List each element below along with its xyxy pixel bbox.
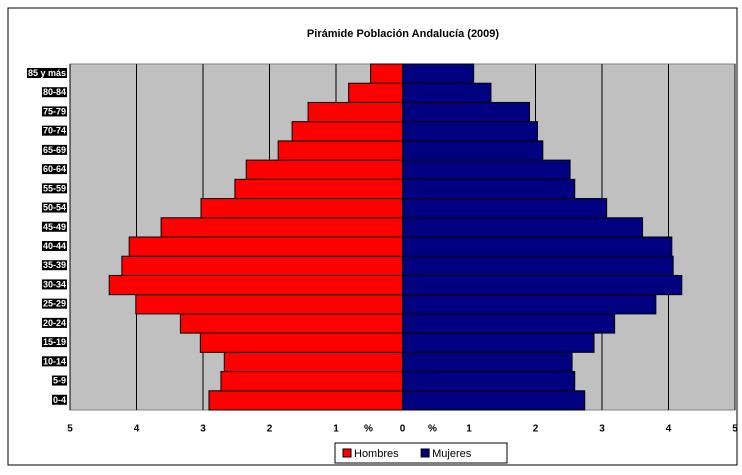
bar (402, 274, 683, 296)
bar (402, 121, 538, 142)
bar (402, 101, 531, 123)
x-tick-label: 4 (666, 424, 672, 435)
x-tick-label: 4 (134, 424, 140, 435)
y-tick-label-bg (41, 202, 67, 213)
y-tick-label: 15-19 (43, 337, 66, 347)
bar (402, 236, 673, 257)
y-tick-label: 20-24 (43, 318, 66, 328)
y-tick-label: 30-34 (43, 279, 66, 289)
x-tick-label: 1 (333, 424, 339, 435)
bar (200, 198, 403, 219)
y-tick-label: 35-39 (43, 260, 66, 270)
y-tick-label: 10-14 (43, 356, 66, 366)
bar (208, 390, 403, 411)
bar (179, 313, 403, 334)
y-tick-label-bg (41, 298, 67, 309)
y-tick-label-bg (41, 240, 67, 251)
y-tick-label: 60-64 (43, 164, 66, 174)
bar (402, 159, 571, 180)
bar (199, 332, 403, 353)
bar (402, 255, 674, 276)
y-tick-label-bg (41, 106, 67, 117)
bar (402, 351, 573, 373)
bar (402, 294, 657, 315)
y-tick-label: 40-44 (43, 241, 66, 251)
x-axis-label: % (364, 424, 373, 435)
bar (370, 63, 403, 84)
bar (220, 371, 403, 392)
y-tick-label-bg (41, 356, 67, 367)
bar (291, 121, 403, 142)
bar (402, 390, 586, 411)
y-tick-label-bg (41, 125, 67, 136)
bar (277, 140, 403, 161)
y-tick-label-bg (41, 87, 67, 98)
x-tick-label: 0 (400, 424, 406, 435)
y-tick-label: 75-79 (43, 106, 66, 116)
x-tick-label: 3 (200, 424, 206, 435)
x-tick-label: 5 (732, 424, 738, 435)
bar (121, 255, 404, 276)
chart-title: Pirámide Población Andalucía (2009) (307, 28, 499, 40)
legend-swatch (342, 448, 352, 458)
y-tick-label-bg (41, 260, 67, 271)
x-tick-label: 2 (533, 424, 539, 435)
y-tick-label: 5-9 (53, 376, 66, 386)
bar (234, 178, 403, 200)
bar (348, 82, 404, 103)
y-tick-label-bg (41, 144, 67, 155)
y-tick-label-bg (41, 221, 67, 232)
bar (402, 198, 608, 219)
bar (402, 332, 595, 353)
bar (402, 178, 576, 200)
y-tick-label: 65-69 (43, 145, 66, 155)
y-tick-label-bg (26, 67, 67, 78)
y-tick-label: 80-84 (43, 87, 66, 97)
bar (402, 82, 492, 103)
bar (402, 63, 475, 84)
y-tick-label: 45-49 (43, 222, 66, 232)
bar (245, 159, 403, 180)
x-axis-label: % (428, 424, 437, 435)
legend-label: Mujeres (432, 448, 472, 460)
x-tick-label: 3 (599, 424, 605, 435)
y-tick-label-bg (41, 279, 67, 290)
y-tick-label: 50-54 (43, 203, 66, 213)
bar (402, 313, 616, 334)
x-tick-label: 2 (267, 424, 273, 435)
x-tick-label: 1 (466, 424, 472, 435)
y-tick-label-bg (41, 317, 67, 328)
bar (128, 236, 403, 257)
bar (223, 351, 403, 373)
x-tick-label: 5 (67, 424, 73, 435)
bar (108, 274, 404, 296)
bar (307, 101, 404, 123)
y-tick-label-bg (41, 337, 67, 348)
bar (160, 217, 403, 238)
y-tick-label: 70-74 (43, 126, 66, 136)
bar (402, 140, 544, 161)
bar (402, 371, 576, 392)
legend-swatch (420, 448, 430, 458)
y-tick-label-bg (51, 375, 67, 386)
y-tick-label: 25-29 (43, 299, 66, 309)
y-tick-label-bg (41, 183, 67, 194)
y-tick-label-bg (51, 394, 67, 405)
y-tick-label: 85 y más (28, 68, 66, 78)
y-tick-label: 0-4 (53, 395, 66, 405)
legend-label: Hombres (354, 448, 399, 460)
y-tick-label-bg (41, 164, 67, 175)
y-tick-label: 55-59 (43, 183, 66, 193)
bar (135, 294, 404, 315)
bar (402, 217, 644, 238)
